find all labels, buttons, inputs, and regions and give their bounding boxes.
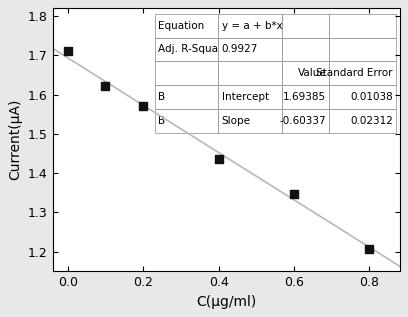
X-axis label: C(μg/ml): C(μg/ml) [196, 295, 256, 309]
Point [291, 191, 297, 196]
Point [140, 104, 146, 109]
Y-axis label: Current(μA): Current(μA) [8, 99, 22, 180]
Point [366, 246, 373, 251]
Point [102, 83, 109, 88]
Point [215, 157, 222, 162]
Point [64, 49, 71, 54]
